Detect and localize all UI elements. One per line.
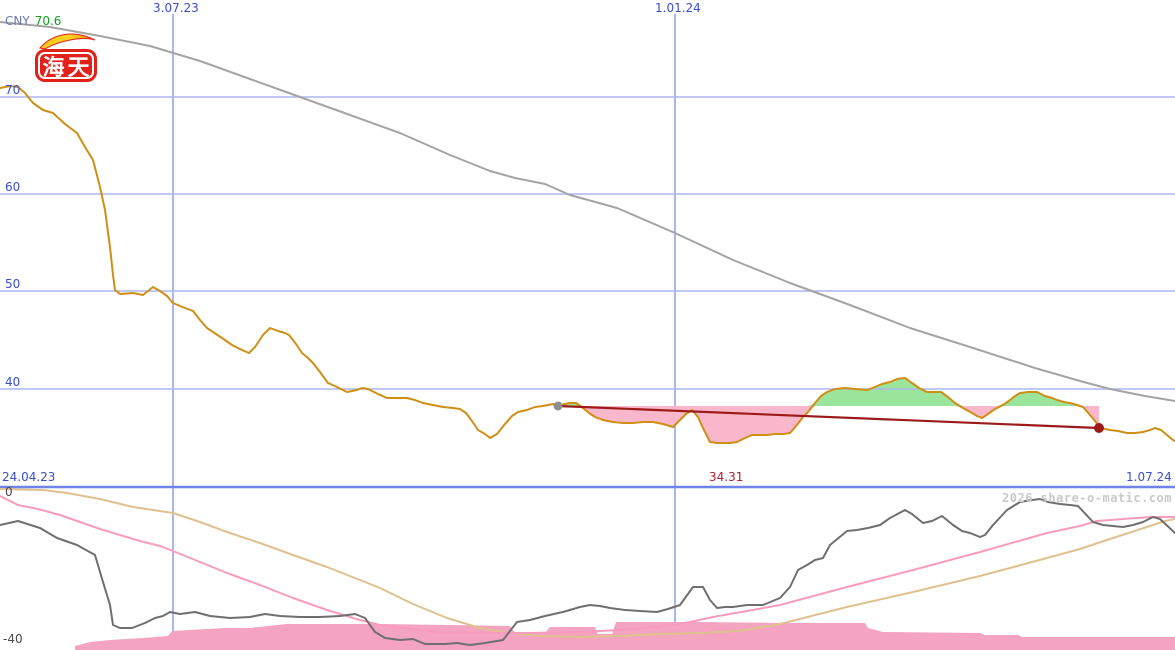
- watermark: 2026 share-o-matic.com: [1002, 491, 1172, 505]
- y-axis-label-60: 60: [5, 180, 21, 194]
- x-axis-start-date: 24.04.23: [2, 470, 56, 484]
- trend-value-annotation: 34.31: [709, 470, 744, 484]
- price-line: [0, 85, 1175, 444]
- logo-flame-icon: [39, 33, 96, 50]
- y-axis-label-50: 50: [5, 277, 21, 291]
- x-axis-tick-jul23: 3.07.23: [153, 1, 199, 15]
- lower-y-label-minus40: -40: [3, 632, 23, 646]
- lower-tan-line: [0, 488, 1175, 638]
- haitian-logo: 海天: [30, 28, 106, 84]
- lower-pink-line: [0, 495, 1175, 634]
- lower-y-label-0: 0: [5, 485, 13, 499]
- benchmark-line: [0, 21, 1175, 402]
- y-axis-label-70: 70: [5, 83, 21, 97]
- current-price-value: 70.6: [34, 14, 62, 28]
- currency-label: CNY: [5, 14, 30, 28]
- lower-gray-line: [0, 498, 1175, 646]
- trend-end-dot: [1094, 423, 1104, 433]
- y-axis-label-40: 40: [5, 375, 21, 389]
- quote-header: CNY 70.6: [5, 15, 61, 27]
- trend-line: [557, 404, 1100, 430]
- x-axis-tick-jan24: 1.01.24: [655, 1, 701, 15]
- x-axis-end-date: 1.07.24: [1126, 470, 1172, 484]
- logo-text: 海天: [35, 49, 97, 82]
- trend-start-dot: [553, 401, 563, 411]
